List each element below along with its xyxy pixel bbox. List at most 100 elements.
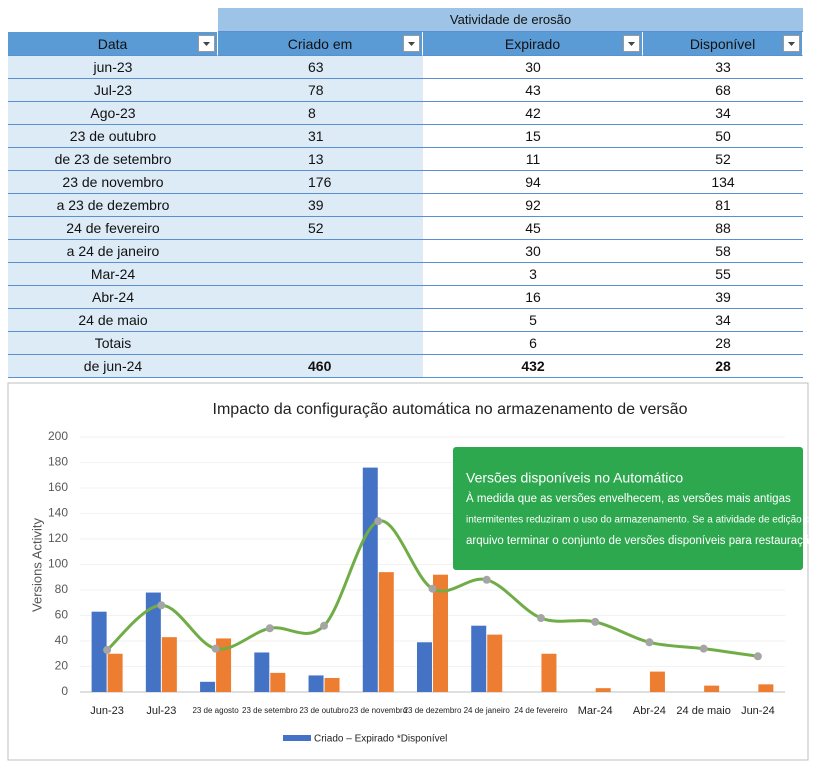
x-tick-label: Jul-23 [146, 705, 176, 717]
y-axis-label: Versions Activity [29, 518, 44, 612]
table-cell: 30 [423, 56, 643, 79]
table-cell: 39 [218, 194, 423, 217]
legend-swatch [283, 735, 311, 741]
x-tick-label: 23 de dezembro [404, 706, 462, 715]
table-cell: 52 [643, 148, 803, 171]
table-cell: 5 [423, 309, 643, 332]
y-tick-label: 160 [48, 480, 68, 494]
table-cell [218, 263, 423, 286]
x-tick-label: 23 de agosto [192, 706, 239, 715]
table-cell: 33 [643, 56, 803, 79]
bar [145, 592, 161, 692]
table-cell: Abr-24 [8, 286, 218, 309]
legend: Criado – Expirado *Disponível [314, 734, 447, 745]
bar [433, 574, 448, 692]
line-marker [103, 645, 112, 654]
table-cell: Ago-23 [8, 102, 218, 125]
line-marker [265, 624, 274, 633]
bar [216, 638, 232, 692]
y-tick-label: 100 [48, 557, 68, 571]
annotation-title: Versões disponíveis no Automático [466, 470, 683, 486]
bar [161, 637, 177, 692]
table-cell: 45 [423, 217, 643, 240]
table-cell: 52 [218, 217, 423, 240]
line-marker [753, 652, 762, 661]
filter-arrow [203, 42, 210, 46]
table-cell: 28 [643, 355, 803, 378]
line-marker [536, 614, 545, 623]
table-cell [218, 309, 423, 332]
filter-arrow [628, 42, 635, 46]
filter-button[interactable] [783, 35, 800, 52]
chart-title: Impacto da configuração automática no ar… [213, 401, 688, 418]
table-cell: Totais [8, 332, 218, 355]
line-marker [320, 621, 329, 630]
filter-button[interactable] [623, 35, 640, 52]
bar [91, 611, 107, 692]
annotation-line: arquivo terminar o conjunto de versões d… [466, 535, 816, 547]
table-cell: de jun-24 [8, 355, 218, 378]
line-marker [591, 617, 600, 626]
table-cell: 34 [643, 309, 803, 332]
table-cell: 50 [643, 125, 803, 148]
x-tick-label: Abr-24 [633, 705, 666, 717]
table-cell: 43 [423, 79, 643, 102]
x-tick-label: Mar-24 [578, 705, 613, 717]
line-marker [699, 644, 708, 653]
table-cell: 24 de fevereiro [8, 217, 218, 240]
filter-button[interactable] [198, 35, 215, 52]
bar [107, 653, 123, 692]
bar [362, 467, 378, 692]
bar [324, 677, 340, 692]
bar [704, 685, 720, 692]
y-tick-label: 180 [48, 455, 68, 469]
bar [758, 684, 774, 692]
table-cell: 460 [218, 355, 423, 378]
column-header: Expirado [423, 32, 643, 56]
table-cell: 28 [643, 332, 803, 355]
y-tick-label: 200 [48, 429, 68, 443]
table: Vatividade de erosão Data Criado em Expirad… [0, 0, 816, 382]
line-marker [211, 644, 220, 653]
bar [200, 681, 216, 692]
y-tick-label: 0 [61, 684, 68, 698]
table-cell: 176 [218, 171, 423, 194]
bar [417, 642, 432, 692]
table-cell: 3 [423, 263, 643, 286]
y-tick-label: 80 [55, 582, 69, 596]
table-cell: 30 [423, 240, 643, 263]
table-cell: de 23 de setembro [8, 148, 218, 171]
filter-button[interactable] [403, 35, 420, 52]
table-cell: Jul-23 [8, 79, 218, 102]
table-cell: 13 [218, 148, 423, 171]
table-cell: 58 [643, 240, 803, 263]
table-cell: 39 [643, 286, 803, 309]
x-tick-label: Jun-24 [741, 705, 775, 717]
annotation-box [453, 447, 803, 570]
table-cell: a 23 de dezembro [8, 194, 218, 217]
x-tick-label: 24 de maio [676, 705, 730, 717]
table-cell: 68 [643, 79, 803, 102]
table-cell: 16 [423, 286, 643, 309]
y-tick-label: 60 [55, 608, 69, 622]
bar [378, 572, 394, 692]
y-tick-label: 20 [55, 659, 69, 673]
bar [308, 675, 324, 692]
line-marker [428, 584, 437, 593]
table-cell: 88 [643, 217, 803, 240]
line-marker [157, 601, 166, 610]
table-cell: a 24 de janeiro [8, 240, 218, 263]
column-header: Disponível [643, 32, 803, 56]
x-tick-label: 23 de setembro [242, 706, 298, 715]
annotation-line: intermitentes reduziram o uso do armazen… [466, 515, 816, 526]
bar [649, 671, 665, 692]
x-tick-label: 23 de novembro [349, 706, 407, 715]
filter-arrow [788, 42, 795, 46]
line-marker [645, 638, 654, 647]
table-cell: 8 [218, 102, 423, 125]
table-cell: jun-23 [8, 56, 218, 79]
table-cell: 134 [643, 171, 803, 194]
table-cell [218, 332, 423, 355]
table-cell [218, 286, 423, 309]
